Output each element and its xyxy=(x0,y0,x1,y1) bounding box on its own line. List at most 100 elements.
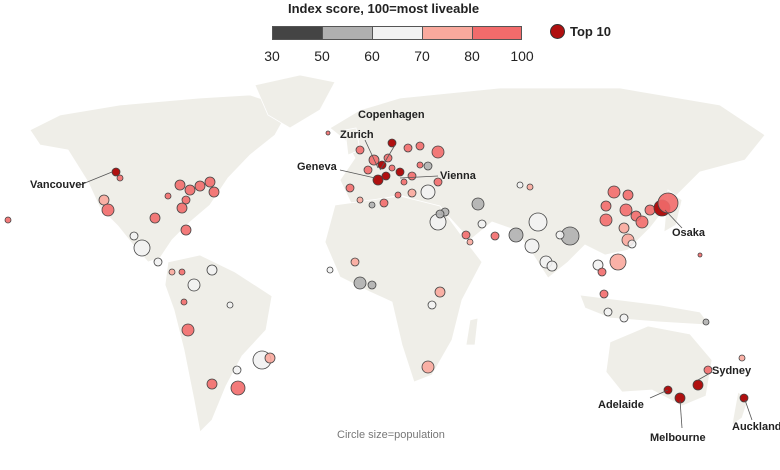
city-circle xyxy=(176,202,188,214)
city-circle xyxy=(181,195,191,205)
australia xyxy=(605,325,713,407)
scale-bin-70-80 xyxy=(422,26,472,40)
city-circle xyxy=(181,323,195,337)
tick-label: 50 xyxy=(314,48,330,64)
north-america xyxy=(29,94,291,263)
label-sydney: Sydney xyxy=(712,365,752,377)
city-circle xyxy=(325,130,331,136)
label-melbourne: Melbourne xyxy=(650,432,706,444)
city-circle xyxy=(206,378,218,390)
city-circle xyxy=(526,183,534,191)
city-circle xyxy=(490,231,500,241)
city-circle xyxy=(477,219,487,229)
greenland xyxy=(254,74,336,129)
city-circle xyxy=(111,167,121,177)
city-circle xyxy=(264,352,276,364)
city-circle xyxy=(400,178,408,186)
city-circle xyxy=(555,230,565,240)
label-vienna: Vienna xyxy=(440,170,477,182)
city-circle xyxy=(164,192,172,200)
city-circle xyxy=(416,161,424,169)
tick-label: 70 xyxy=(414,48,430,64)
city-circle xyxy=(204,176,216,188)
label-adelaide: Adelaide xyxy=(598,399,644,411)
indonesia xyxy=(579,294,711,326)
scale-ticks: 30 50 60 70 80 100 xyxy=(262,48,542,68)
city-circle xyxy=(407,188,417,198)
tick-label: 30 xyxy=(264,48,280,64)
city-circle xyxy=(178,268,186,276)
city-circle xyxy=(129,231,139,241)
city-circle xyxy=(368,201,376,209)
city-circle xyxy=(702,318,710,326)
city-circle xyxy=(427,300,437,310)
south-america xyxy=(164,254,273,433)
city-circle xyxy=(363,165,373,175)
tick-label: 100 xyxy=(510,48,534,64)
city-circle xyxy=(603,307,613,317)
city-circle xyxy=(153,257,163,267)
city-circle xyxy=(208,186,220,198)
city-circle xyxy=(98,194,110,206)
city-circle xyxy=(206,264,218,276)
city-circle xyxy=(600,200,612,212)
city-circle xyxy=(350,257,360,267)
city-circle xyxy=(180,224,192,236)
city-circle xyxy=(326,266,334,274)
city-circle xyxy=(466,238,474,246)
city-circle xyxy=(353,276,367,290)
city-circle xyxy=(619,203,633,217)
city-circle xyxy=(739,393,749,403)
city-circle xyxy=(395,167,405,177)
city-circle xyxy=(133,239,151,257)
city-circle xyxy=(609,253,627,271)
city-circle xyxy=(692,379,704,391)
city-circle xyxy=(367,280,377,290)
label-copenhagen: Copenhagen xyxy=(358,109,425,121)
legend-title: Index score, 100=most liveable xyxy=(288,1,480,16)
leader-lines xyxy=(79,139,753,429)
circle-size-note: Circle size=population xyxy=(337,429,445,441)
madagascar xyxy=(465,317,479,346)
city-circle xyxy=(599,213,613,227)
city-circle xyxy=(635,215,649,229)
city-circle xyxy=(149,212,161,224)
city-circle xyxy=(431,145,445,159)
city-circle xyxy=(184,184,196,196)
city-circle xyxy=(471,197,485,211)
city-circle xyxy=(420,184,436,200)
city-circle xyxy=(407,171,417,181)
city-circle xyxy=(622,189,634,201)
city-circle xyxy=(230,380,246,396)
label-osaka: Osaka xyxy=(672,227,706,239)
city-circle xyxy=(356,196,364,204)
africa xyxy=(324,195,483,383)
scale-bin-50-60 xyxy=(322,26,372,40)
label-vancouver: Vancouver xyxy=(30,179,86,191)
city-circle xyxy=(516,181,524,189)
city-circle xyxy=(461,230,471,240)
city-circle xyxy=(528,212,548,232)
city-circle xyxy=(644,204,656,216)
top10-label: Top 10 xyxy=(570,24,611,39)
city-circle xyxy=(508,227,524,243)
city-circle xyxy=(619,313,629,323)
city-circle xyxy=(697,252,703,258)
city-circle xyxy=(421,360,435,374)
city-circle xyxy=(423,161,433,171)
city-circle xyxy=(387,138,397,148)
city-circle xyxy=(618,222,630,234)
city-circle xyxy=(433,177,443,187)
city-circle xyxy=(372,174,384,186)
city-circle xyxy=(187,278,201,292)
label-geneva: Geneva xyxy=(297,161,338,173)
city-circle xyxy=(435,209,445,219)
city-circle xyxy=(194,180,206,192)
city-circle xyxy=(116,174,124,182)
city-circle xyxy=(524,238,540,254)
city-circles xyxy=(4,130,749,404)
scale-bin-30-50 xyxy=(272,26,322,40)
city-circle xyxy=(415,141,425,151)
city-circle xyxy=(379,198,389,208)
